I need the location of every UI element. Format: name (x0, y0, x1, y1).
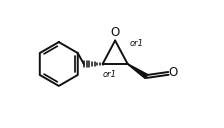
Text: or1: or1 (129, 39, 143, 48)
Text: O: O (110, 26, 120, 39)
Text: or1: or1 (103, 70, 117, 79)
Text: O: O (168, 66, 177, 79)
Polygon shape (127, 64, 148, 78)
